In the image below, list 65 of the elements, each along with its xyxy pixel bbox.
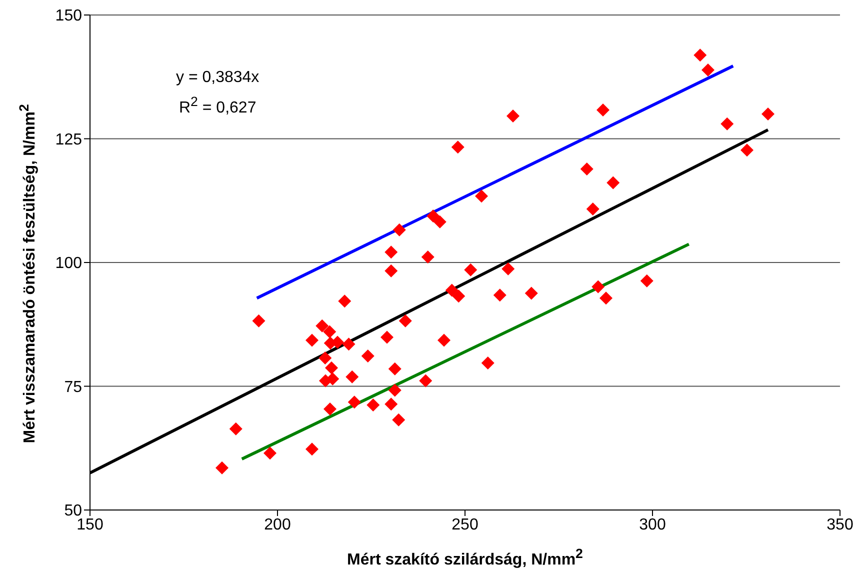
annotation: y = 0,3834x (176, 68, 260, 88)
point (502, 262, 515, 276)
point (702, 63, 714, 76)
point (445, 284, 458, 297)
point (433, 215, 446, 228)
point (740, 144, 754, 157)
y-tick-label: 125 (55, 131, 82, 148)
point (606, 176, 620, 190)
point (438, 334, 450, 347)
y-tick-label: 100 (55, 255, 82, 272)
point (380, 330, 394, 344)
point (346, 370, 359, 384)
point (388, 384, 402, 397)
y-tick-label: 150 (55, 8, 82, 25)
point (324, 402, 336, 416)
point (384, 398, 398, 411)
point (325, 361, 338, 374)
point (316, 319, 329, 332)
point (421, 250, 434, 264)
x-tick-label: 200 (264, 516, 291, 534)
point (694, 48, 707, 62)
point (338, 294, 352, 308)
point (451, 140, 464, 154)
point (475, 190, 488, 203)
point (323, 325, 336, 338)
point (596, 104, 610, 117)
point (306, 442, 318, 456)
x-tick-label: 350 (826, 516, 854, 534)
point (361, 350, 374, 363)
x-axis-title: Mért szakító szilárdság, N/mm$^{2}$ (346, 546, 584, 570)
point (720, 117, 734, 130)
point (452, 290, 466, 303)
point (762, 108, 774, 120)
point (216, 461, 228, 474)
point (384, 264, 398, 278)
x-tick-label: 300 (639, 516, 666, 534)
point (384, 246, 398, 259)
point (366, 398, 380, 412)
point (524, 286, 538, 300)
point (419, 374, 432, 388)
point (264, 446, 276, 460)
point (592, 280, 605, 294)
point (586, 202, 600, 216)
annotation: R$^{2}$ = 0,627 (178, 93, 258, 118)
point (493, 288, 506, 302)
point (319, 374, 332, 388)
point (388, 362, 402, 376)
point (342, 338, 356, 351)
point (464, 263, 478, 276)
point (481, 356, 494, 370)
point (252, 314, 266, 328)
point (318, 352, 332, 365)
point (580, 162, 594, 176)
point (306, 334, 318, 347)
point (600, 292, 612, 305)
point (426, 209, 440, 222)
point (506, 109, 520, 122)
point (229, 422, 242, 436)
y-tick-label: 75 (64, 378, 82, 396)
point (640, 274, 654, 288)
x-tick-label: 250 (452, 516, 478, 534)
point (392, 413, 406, 426)
point (398, 314, 412, 328)
point (392, 223, 406, 236)
point (348, 396, 361, 409)
